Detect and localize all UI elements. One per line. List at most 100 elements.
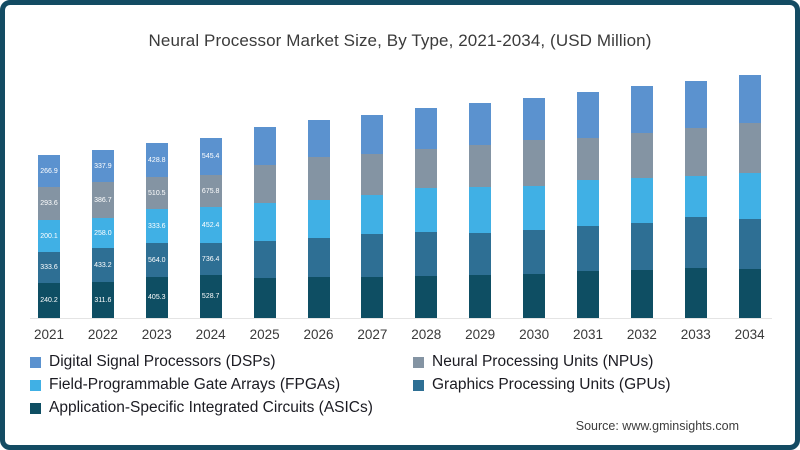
bar-segment-FPGAs-2030 xyxy=(523,186,546,230)
x-axis-label-2022: 2022 xyxy=(87,327,118,342)
bar-segment-NPUs-2030 xyxy=(523,140,546,186)
bar-segment-DSPs-2032 xyxy=(630,86,653,133)
bar-segment-NPUs-2033 xyxy=(684,128,707,176)
bar-segment-ASICs-2027 xyxy=(361,277,384,318)
bar-segment-ASICs-2034 xyxy=(738,269,761,318)
bar-segment-FPGAs-2024: 452.4 xyxy=(199,207,222,243)
bar-segment-ASICs-2030 xyxy=(523,274,546,318)
segment-value-label: 433.2 xyxy=(94,261,112,269)
bar-segment-DSPs-2021: 266.9 xyxy=(38,155,60,187)
bar-segment-NPUs-2031 xyxy=(577,138,599,180)
bar-segment-DSPs-2031 xyxy=(577,92,599,138)
bar-segment-ASICs-2032 xyxy=(630,270,653,318)
bar-segment-DSPs-2033 xyxy=(684,81,707,128)
bar-segment-NPUs-2034 xyxy=(738,123,761,173)
legend-swatch-FPGAs-icon xyxy=(30,380,41,391)
legend-item-DSPs: Digital Signal Processors (DSPs) xyxy=(30,353,413,371)
bar-segment-GPUs-2022: 433.2 xyxy=(91,248,114,282)
legend-swatch-GPUs-icon xyxy=(413,380,424,391)
bar-segment-NPUs-2022: 386.7 xyxy=(91,182,114,218)
bar-segment-DSPs-2029 xyxy=(469,103,492,145)
plot-area: 240.2 333.6 200.1 293.6 266.9 311.6 433.2 258.0… xyxy=(38,75,761,318)
bar-segment-GPUs-2030 xyxy=(523,230,546,274)
bar-2032 xyxy=(630,86,653,318)
legend-item-GPUs: Graphics Processing Units (GPUs) xyxy=(413,376,770,394)
legend-item-ASICs: Application-Specific Integrated Circuits… xyxy=(30,399,413,417)
x-axis-label-2024: 2024 xyxy=(195,327,226,342)
bar-2025 xyxy=(253,127,276,318)
legend-label: Neural Processing Units (NPUs) xyxy=(432,353,654,370)
bar-segment-GPUs-2024: 736.4 xyxy=(199,243,222,275)
bar-segment-ASICs-2022: 311.6 xyxy=(91,282,114,318)
segment-value-label: 675.8 xyxy=(201,187,220,195)
bar-segment-NPUs-2023: 510.5 xyxy=(145,177,168,209)
segment-value-label: 311.6 xyxy=(94,296,112,304)
bar-2026 xyxy=(307,120,330,318)
segment-value-label: 405.3 xyxy=(148,294,166,301)
bar-segment-FPGAs-2034 xyxy=(738,173,761,219)
bar-2034 xyxy=(738,75,761,318)
bar-segment-DSPs-2034 xyxy=(738,75,761,123)
bar-segment-FPGAs-2031 xyxy=(577,180,599,226)
bar-segment-NPUs-2026 xyxy=(307,157,330,200)
bar-2029 xyxy=(469,103,492,318)
bar-segment-ASICs-2033 xyxy=(684,268,707,318)
x-axis-label-2033: 2033 xyxy=(680,327,711,342)
bar-segment-FPGAs-2022: 258.0 xyxy=(91,218,114,248)
bar-2023: 405.3 564.0 333.6 510.5 428.8 xyxy=(145,143,168,318)
segment-value-label: 510.5 xyxy=(148,189,166,197)
bar-segment-ASICs-2029 xyxy=(469,275,492,318)
bar-segment-NPUs-2032 xyxy=(630,133,653,178)
legend-label: Field-Programmable Gate Arrays (FPGAs) xyxy=(49,376,341,393)
segment-value-label: 564.0 xyxy=(148,256,166,264)
bar-2033 xyxy=(684,81,707,318)
bar-2027 xyxy=(361,115,384,318)
legend-item-FPGAs: Field-Programmable Gate Arrays (FPGAs) xyxy=(30,376,413,394)
bar-2021: 240.2 333.6 200.1 293.6 266.9 xyxy=(38,155,60,318)
segment-value-label: 266.9 xyxy=(40,167,58,175)
segment-value-label: 333.6 xyxy=(148,222,166,230)
legend-label: Digital Signal Processors (DSPs) xyxy=(49,353,276,370)
bar-segment-GPUs-2025 xyxy=(253,241,276,278)
bar-2031 xyxy=(577,92,599,318)
x-axis-label-2031: 2031 xyxy=(572,327,604,342)
bar-segment-GPUs-2027 xyxy=(361,234,384,277)
legend-item-NPUs: Neural Processing Units (NPUs) xyxy=(413,353,770,371)
bar-2030 xyxy=(523,98,546,318)
x-axis-line xyxy=(30,318,772,319)
bar-segment-GPUs-2032 xyxy=(630,223,653,270)
bar-segment-NPUs-2021: 293.6 xyxy=(38,187,60,220)
x-axis-label-2026: 2026 xyxy=(303,327,334,342)
bar-segment-FPGAs-2029 xyxy=(469,187,492,233)
legend-swatch-DSPs-icon xyxy=(30,357,41,368)
legend-swatch-NPUs-icon xyxy=(413,357,424,368)
x-axis-label-2034: 2034 xyxy=(734,327,765,342)
bar-segment-FPGAs-2021: 200.1 xyxy=(38,220,60,252)
legend: Digital Signal Processors (DSPs) Neural P… xyxy=(30,353,770,417)
bar-segment-NPUs-2028 xyxy=(415,149,438,188)
bar-2024: 528.7 736.4 452.4 675.8 545.4 xyxy=(199,138,222,318)
x-axis-label-2027: 2027 xyxy=(357,327,388,342)
segment-value-label: 240.2 xyxy=(40,297,58,304)
segment-value-label: 736.4 xyxy=(201,255,220,263)
bar-segment-GPUs-2028 xyxy=(415,232,438,276)
segment-value-label: 386.7 xyxy=(94,196,112,204)
segment-value-label: 333.6 xyxy=(40,264,58,271)
bar-segment-FPGAs-2027 xyxy=(361,195,384,234)
bar-segment-DSPs-2023: 428.8 xyxy=(145,143,168,177)
bar-segment-DSPs-2030 xyxy=(523,98,546,140)
x-axis-label-2032: 2032 xyxy=(626,327,657,342)
bar-segment-ASICs-2024: 528.7 xyxy=(199,275,222,318)
bar-segment-FPGAs-2033 xyxy=(684,176,707,217)
bar-2022: 311.6 433.2 258.0 386.7 337.9 xyxy=(91,150,114,318)
bar-segment-DSPs-2022: 337.9 xyxy=(91,150,114,182)
bar-segment-ASICs-2025 xyxy=(253,278,276,318)
segment-value-label: 258.0 xyxy=(94,229,112,237)
legend-swatch-ASICs-icon xyxy=(30,403,41,414)
bar-segment-NPUs-2027 xyxy=(361,154,384,195)
bar-segment-FPGAs-2025 xyxy=(253,203,276,241)
bar-segment-GPUs-2021: 333.6 xyxy=(38,252,60,283)
segment-value-label: 337.9 xyxy=(94,162,112,170)
segment-value-label: 428.8 xyxy=(148,156,166,164)
